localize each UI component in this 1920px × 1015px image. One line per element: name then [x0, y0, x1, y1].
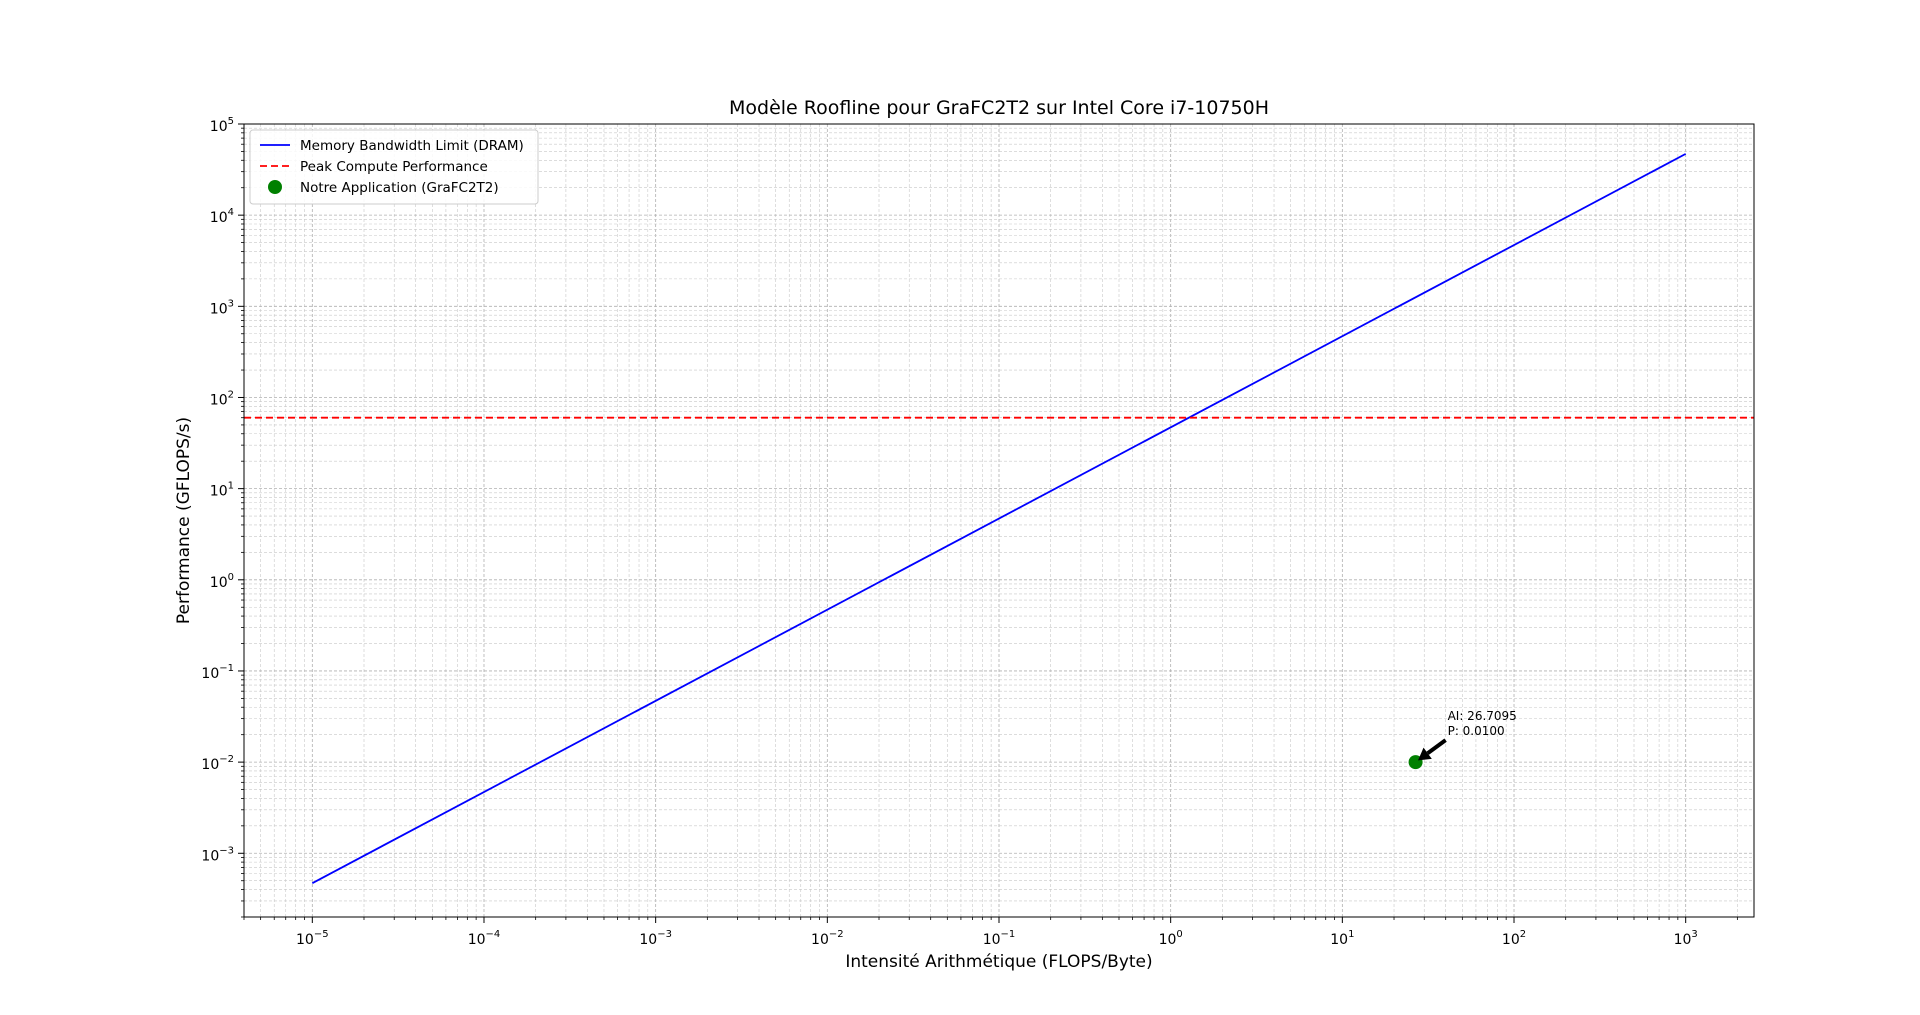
plot-area: 10−5 10−4 10−3 10−2 10−1 100 101 102 103 10−3 10−2…: [201, 116, 1755, 948]
chart-title: Modèle Roofline pour GraFC2T2 sur Intel …: [729, 97, 1269, 119]
x-tick-label: 103: [1674, 929, 1698, 948]
x-tick-label: 100: [1159, 929, 1183, 948]
legend-entry: Memory Bandwidth Limit (DRAM): [260, 138, 524, 154]
x-tick-label: 101: [1330, 929, 1354, 948]
y-axis-label: Performance (GFLOPS/s): [174, 417, 194, 624]
y-tick-label: 10−1: [201, 663, 234, 682]
legend-label: Memory Bandwidth Limit (DRAM): [300, 138, 524, 154]
y-tick-label: 105: [210, 116, 234, 135]
x-tick-label: 10−3: [639, 929, 672, 948]
legend-box: [249, 129, 539, 205]
y-tick-label: 104: [210, 207, 234, 226]
legend-label: Peak Compute Performance: [300, 159, 488, 175]
annotation-text: AI: 26.7095: [1448, 709, 1517, 723]
legend-entry: Peak Compute Performance: [260, 159, 488, 175]
y-tick-label: 100: [210, 572, 234, 591]
legend-entry: Notre Application (GraFC2T2): [268, 180, 499, 196]
y-tick-label: 102: [210, 389, 234, 408]
legend-swatch-marker: [268, 180, 282, 194]
x-tick-label: 10−1: [983, 929, 1016, 948]
x-tick-label: 10−5: [296, 929, 329, 948]
x-tick-label: 102: [1502, 929, 1526, 948]
x-tick-label: 10−2: [811, 929, 844, 948]
x-axis-label: Intensité Arithmétique (FLOPS/Byte): [845, 952, 1152, 972]
annotation-text: P: 0.0100: [1448, 724, 1505, 738]
y-tick-label: 101: [210, 481, 234, 500]
annotation-arrow-shaft: [1426, 738, 1447, 755]
legend-label: Notre Application (GraFC2T2): [300, 180, 499, 196]
x-tick-label: 10−4: [468, 929, 501, 948]
y-tick-label: 10−3: [201, 845, 234, 864]
legend: Memory Bandwidth Limit (DRAM) Peak Comput…: [249, 129, 539, 205]
annotation-arrow-head: [1418, 747, 1432, 761]
memory-bandwidth-line: [311, 153, 1687, 884]
y-tick-label: 10−2: [201, 754, 234, 773]
axes-frame: [243, 123, 1755, 918]
y-tick-label: 103: [210, 298, 234, 317]
